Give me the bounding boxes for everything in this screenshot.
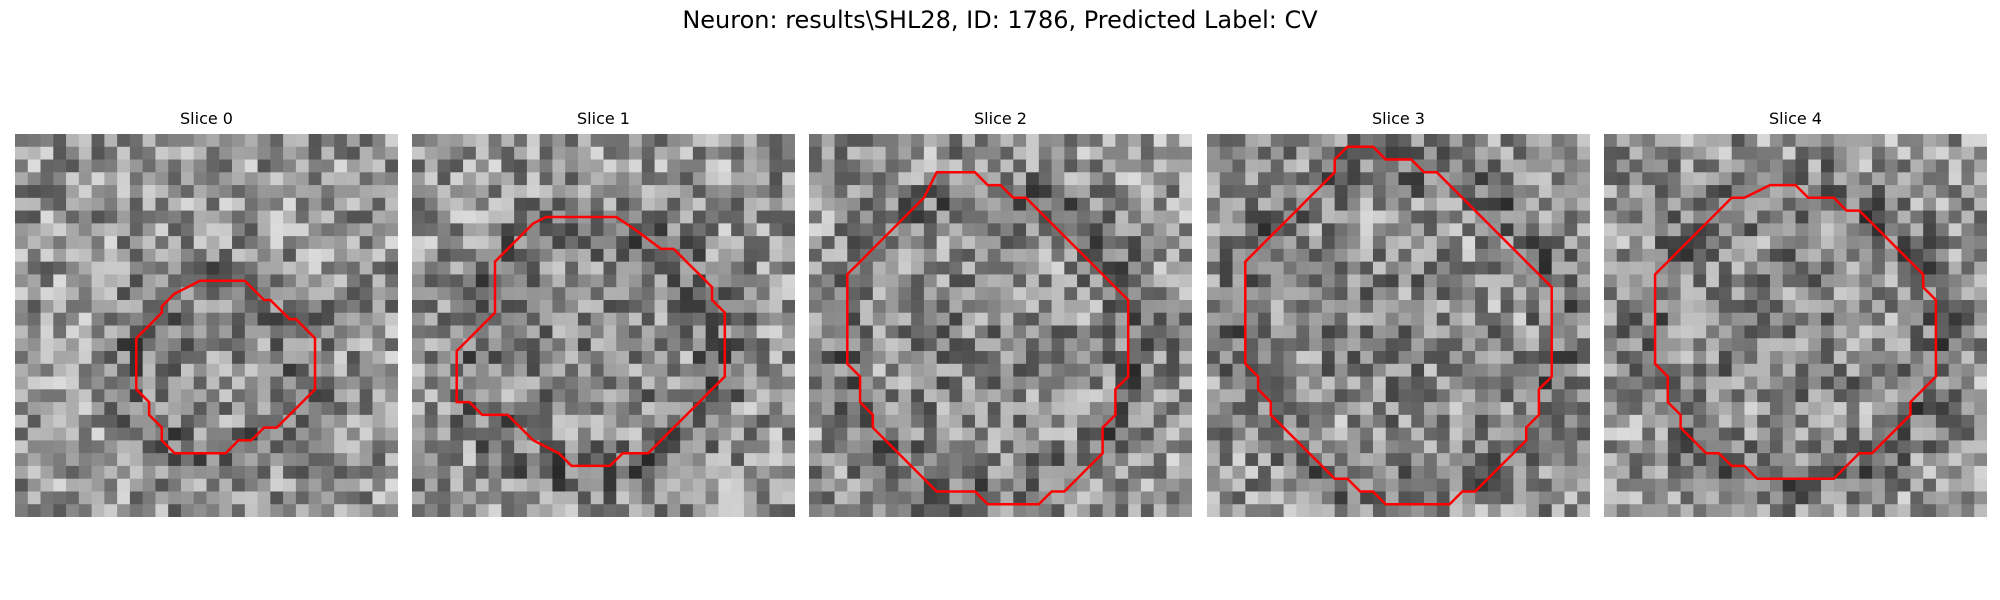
pixel-grid <box>412 134 795 517</box>
slice-image <box>412 134 795 517</box>
pixel-grid <box>1604 134 1987 517</box>
segmentation-contour <box>1653 183 1938 480</box>
slice-image <box>1604 134 1987 517</box>
segmentation-contour <box>135 279 317 455</box>
slice-title: Slice 3 <box>1372 109 1425 128</box>
slice-panel-4: Slice 4 <box>1604 108 1987 517</box>
slice-image <box>809 134 1192 517</box>
segmentation-contour <box>846 171 1130 506</box>
pixel-grid <box>15 134 398 517</box>
slice-panel-1: Slice 1 <box>412 108 795 517</box>
slice-title: Slice 1 <box>577 109 630 128</box>
slice-title: Slice 0 <box>180 109 233 128</box>
figure-title: Neuron: results\SHL28, ID: 1786, Predict… <box>682 6 1318 34</box>
slice-image <box>1207 134 1590 517</box>
pixel-grid <box>1207 134 1590 517</box>
slice-image <box>15 134 398 517</box>
pixel-grid <box>809 134 1192 517</box>
segmentation-contour <box>1244 145 1553 506</box>
slice-panel-2: Slice 2 <box>809 108 1192 517</box>
slice-panel-0: Slice 0 <box>15 108 398 517</box>
slice-title: Slice 4 <box>1769 109 1822 128</box>
slice-title: Slice 2 <box>974 109 1027 128</box>
segmentation-contour <box>455 215 727 468</box>
slice-panel-3: Slice 3 <box>1207 108 1590 517</box>
